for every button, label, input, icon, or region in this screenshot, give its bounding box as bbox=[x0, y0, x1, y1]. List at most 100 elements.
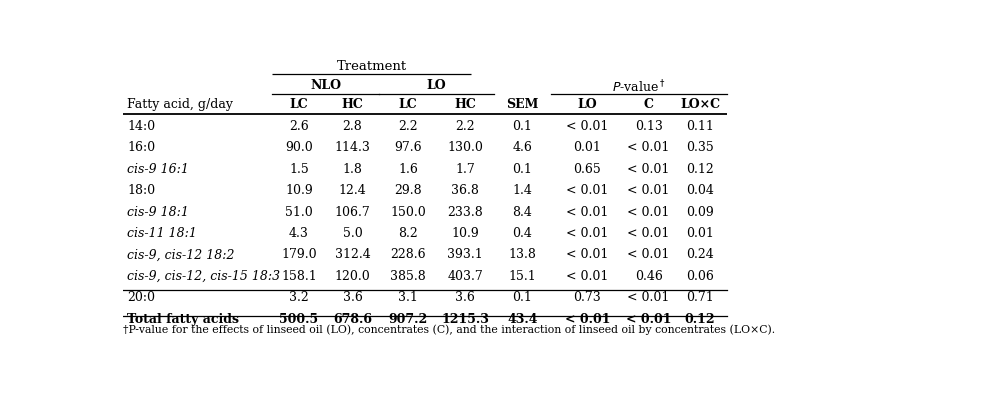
Text: HC: HC bbox=[455, 98, 476, 111]
Text: 0.13: 0.13 bbox=[635, 120, 663, 133]
Text: cis-11 18:1: cis-11 18:1 bbox=[127, 227, 197, 240]
Text: 0.4: 0.4 bbox=[513, 227, 532, 240]
Text: 3.6: 3.6 bbox=[456, 291, 475, 304]
Text: LC: LC bbox=[398, 98, 417, 111]
Text: 2.8: 2.8 bbox=[342, 120, 363, 133]
Text: 97.6: 97.6 bbox=[394, 142, 422, 154]
Text: 403.7: 403.7 bbox=[448, 270, 483, 283]
Text: cis-9, cis-12, cis-15 18:3: cis-9, cis-12, cis-15 18:3 bbox=[127, 270, 280, 283]
Text: cis-9 18:1: cis-9 18:1 bbox=[127, 206, 189, 218]
Text: Total fatty acids: Total fatty acids bbox=[127, 312, 239, 326]
Text: 385.8: 385.8 bbox=[390, 270, 426, 283]
Text: 233.8: 233.8 bbox=[448, 206, 483, 218]
Text: 0.1: 0.1 bbox=[513, 120, 532, 133]
Text: 29.8: 29.8 bbox=[394, 184, 422, 197]
Text: < 0.01: < 0.01 bbox=[566, 120, 608, 133]
Text: < 0.01: < 0.01 bbox=[566, 227, 608, 240]
Text: 1.5: 1.5 bbox=[289, 163, 309, 176]
Text: 1.8: 1.8 bbox=[342, 163, 363, 176]
Text: < 0.01: < 0.01 bbox=[566, 248, 608, 261]
Text: 130.0: 130.0 bbox=[448, 142, 483, 154]
Text: 0.71: 0.71 bbox=[686, 291, 714, 304]
Text: < 0.01: < 0.01 bbox=[626, 312, 671, 326]
Text: < 0.01: < 0.01 bbox=[627, 206, 669, 218]
Text: < 0.01: < 0.01 bbox=[627, 163, 669, 176]
Text: $\mathit{P}$-value$^\dagger$: $\mathit{P}$-value$^\dagger$ bbox=[612, 79, 666, 96]
Text: 3.2: 3.2 bbox=[289, 291, 309, 304]
Text: 120.0: 120.0 bbox=[334, 270, 371, 283]
Text: 0.12: 0.12 bbox=[685, 312, 716, 326]
Text: 15.1: 15.1 bbox=[509, 270, 536, 283]
Text: 0.73: 0.73 bbox=[574, 291, 601, 304]
Text: 51.0: 51.0 bbox=[285, 206, 313, 218]
Text: 1215.3: 1215.3 bbox=[442, 312, 489, 326]
Text: 0.24: 0.24 bbox=[686, 248, 714, 261]
Text: 16:0: 16:0 bbox=[127, 142, 155, 154]
Text: cis-9, cis-12 18:2: cis-9, cis-12 18:2 bbox=[127, 248, 235, 261]
Text: 8.2: 8.2 bbox=[398, 227, 418, 240]
Text: 36.8: 36.8 bbox=[452, 184, 479, 197]
Text: 0.12: 0.12 bbox=[686, 163, 714, 176]
Text: 5.0: 5.0 bbox=[342, 227, 363, 240]
Text: 678.6: 678.6 bbox=[333, 312, 372, 326]
Text: 14:0: 14:0 bbox=[127, 120, 155, 133]
Text: LC: LC bbox=[290, 98, 309, 111]
Text: 3.6: 3.6 bbox=[342, 291, 363, 304]
Text: 3.1: 3.1 bbox=[398, 291, 418, 304]
Text: < 0.01: < 0.01 bbox=[566, 184, 608, 197]
Text: 0.35: 0.35 bbox=[686, 142, 714, 154]
Text: 0.01: 0.01 bbox=[686, 227, 714, 240]
Text: 90.0: 90.0 bbox=[285, 142, 313, 154]
Text: < 0.01: < 0.01 bbox=[566, 270, 608, 283]
Text: < 0.01: < 0.01 bbox=[627, 248, 669, 261]
Text: LO×C: LO×C bbox=[680, 98, 720, 111]
Text: C: C bbox=[644, 98, 654, 111]
Text: NLO: NLO bbox=[311, 79, 341, 92]
Text: 228.6: 228.6 bbox=[390, 248, 426, 261]
Text: 2.2: 2.2 bbox=[398, 120, 418, 133]
Text: 0.06: 0.06 bbox=[686, 270, 714, 283]
Text: < 0.01: < 0.01 bbox=[627, 142, 669, 154]
Text: LO: LO bbox=[578, 98, 598, 111]
Text: SEM: SEM bbox=[507, 98, 538, 111]
Text: 500.5: 500.5 bbox=[279, 312, 318, 326]
Text: 106.7: 106.7 bbox=[334, 206, 371, 218]
Text: < 0.01: < 0.01 bbox=[627, 291, 669, 304]
Text: 0.46: 0.46 bbox=[635, 270, 663, 283]
Text: 20:0: 20:0 bbox=[127, 291, 155, 304]
Text: 12.4: 12.4 bbox=[338, 184, 367, 197]
Text: Fatty acid, g/day: Fatty acid, g/day bbox=[127, 98, 233, 111]
Text: < 0.01: < 0.01 bbox=[566, 206, 608, 218]
Text: 0.65: 0.65 bbox=[574, 163, 601, 176]
Text: 907.2: 907.2 bbox=[388, 312, 428, 326]
Text: Treatment: Treatment bbox=[336, 60, 406, 73]
Text: 18:0: 18:0 bbox=[127, 184, 155, 197]
Text: †P-value for the effects of linseed oil (LO), concentrates (C), and the interact: †P-value for the effects of linseed oil … bbox=[123, 325, 775, 335]
Text: < 0.01: < 0.01 bbox=[627, 184, 669, 197]
Text: < 0.01: < 0.01 bbox=[627, 227, 669, 240]
Text: 13.8: 13.8 bbox=[509, 248, 536, 261]
Text: 393.1: 393.1 bbox=[448, 248, 483, 261]
Text: HC: HC bbox=[341, 98, 364, 111]
Text: 8.4: 8.4 bbox=[513, 206, 532, 218]
Text: 0.1: 0.1 bbox=[513, 291, 532, 304]
Text: 1.6: 1.6 bbox=[398, 163, 418, 176]
Text: 158.1: 158.1 bbox=[281, 270, 317, 283]
Text: cis-9 16:1: cis-9 16:1 bbox=[127, 163, 189, 176]
Text: 10.9: 10.9 bbox=[452, 227, 479, 240]
Text: 150.0: 150.0 bbox=[390, 206, 426, 218]
Text: 43.4: 43.4 bbox=[507, 312, 537, 326]
Text: 179.0: 179.0 bbox=[281, 248, 317, 261]
Text: 114.3: 114.3 bbox=[334, 142, 371, 154]
Text: 0.1: 0.1 bbox=[513, 163, 532, 176]
Text: 0.11: 0.11 bbox=[686, 120, 714, 133]
Text: 1.4: 1.4 bbox=[513, 184, 532, 197]
Text: 2.6: 2.6 bbox=[289, 120, 309, 133]
Text: 0.09: 0.09 bbox=[686, 206, 714, 218]
Text: 1.7: 1.7 bbox=[456, 163, 475, 176]
Text: 10.9: 10.9 bbox=[285, 184, 313, 197]
Text: 2.2: 2.2 bbox=[456, 120, 475, 133]
Text: 312.4: 312.4 bbox=[334, 248, 371, 261]
Text: 4.3: 4.3 bbox=[289, 227, 309, 240]
Text: 4.6: 4.6 bbox=[513, 142, 532, 154]
